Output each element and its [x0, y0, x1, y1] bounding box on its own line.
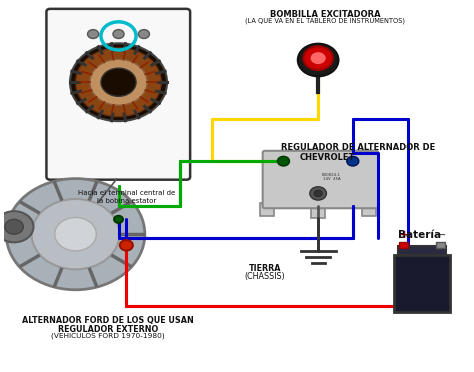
Circle shape — [277, 156, 290, 166]
Bar — [398, 246, 446, 254]
Bar — [436, 242, 445, 248]
Circle shape — [32, 199, 119, 269]
FancyBboxPatch shape — [46, 9, 190, 180]
Circle shape — [76, 48, 161, 116]
Text: +: + — [400, 230, 409, 240]
Circle shape — [303, 46, 333, 70]
Bar — [260, 203, 274, 216]
Text: Hacia el terminal central de: Hacia el terminal central de — [78, 190, 175, 196]
Text: Batería: Batería — [398, 231, 441, 240]
Text: ALTERNADOR FORD DE LOS QUE USAN: ALTERNADOR FORD DE LOS QUE USAN — [22, 317, 194, 326]
Text: TIERRA: TIERRA — [249, 264, 281, 273]
Text: B30824-1
14V  45A: B30824-1 14V 45A — [322, 173, 341, 181]
Circle shape — [5, 219, 23, 234]
Text: BOMBILLA EXCITADORA: BOMBILLA EXCITADORA — [270, 10, 380, 19]
Bar — [362, 203, 376, 216]
Circle shape — [314, 190, 322, 197]
Text: REGULADOR DE ALTERNADOR DE: REGULADOR DE ALTERNADOR DE — [281, 143, 436, 153]
Circle shape — [120, 240, 133, 250]
Bar — [394, 254, 450, 312]
Text: (VEHICULOS FORD 1970-1980): (VEHICULOS FORD 1970-1980) — [51, 333, 165, 339]
Circle shape — [0, 211, 34, 242]
Bar — [311, 203, 325, 218]
Text: −: − — [437, 230, 446, 240]
Circle shape — [347, 156, 359, 166]
Circle shape — [90, 59, 147, 105]
Circle shape — [310, 187, 327, 200]
Circle shape — [101, 68, 136, 96]
Circle shape — [113, 30, 124, 38]
Circle shape — [55, 218, 96, 251]
Circle shape — [310, 51, 327, 65]
Text: CHEVROLET: CHEVROLET — [300, 153, 355, 162]
Text: la bobina estator: la bobina estator — [97, 198, 156, 204]
Circle shape — [6, 179, 145, 290]
Text: (LA QUE VA EN EL TABLERO DE INSTRUMENTOS): (LA QUE VA EN EL TABLERO DE INSTRUMENTOS… — [245, 17, 405, 24]
Circle shape — [88, 30, 99, 38]
Bar — [399, 242, 408, 248]
Circle shape — [138, 30, 149, 38]
FancyBboxPatch shape — [263, 151, 378, 208]
Text: (CHASSIS): (CHASSIS) — [245, 272, 285, 281]
Circle shape — [70, 43, 167, 121]
Circle shape — [114, 216, 123, 223]
Text: REGULADOR EXTERNO: REGULADOR EXTERNO — [58, 325, 158, 334]
Circle shape — [298, 44, 338, 76]
